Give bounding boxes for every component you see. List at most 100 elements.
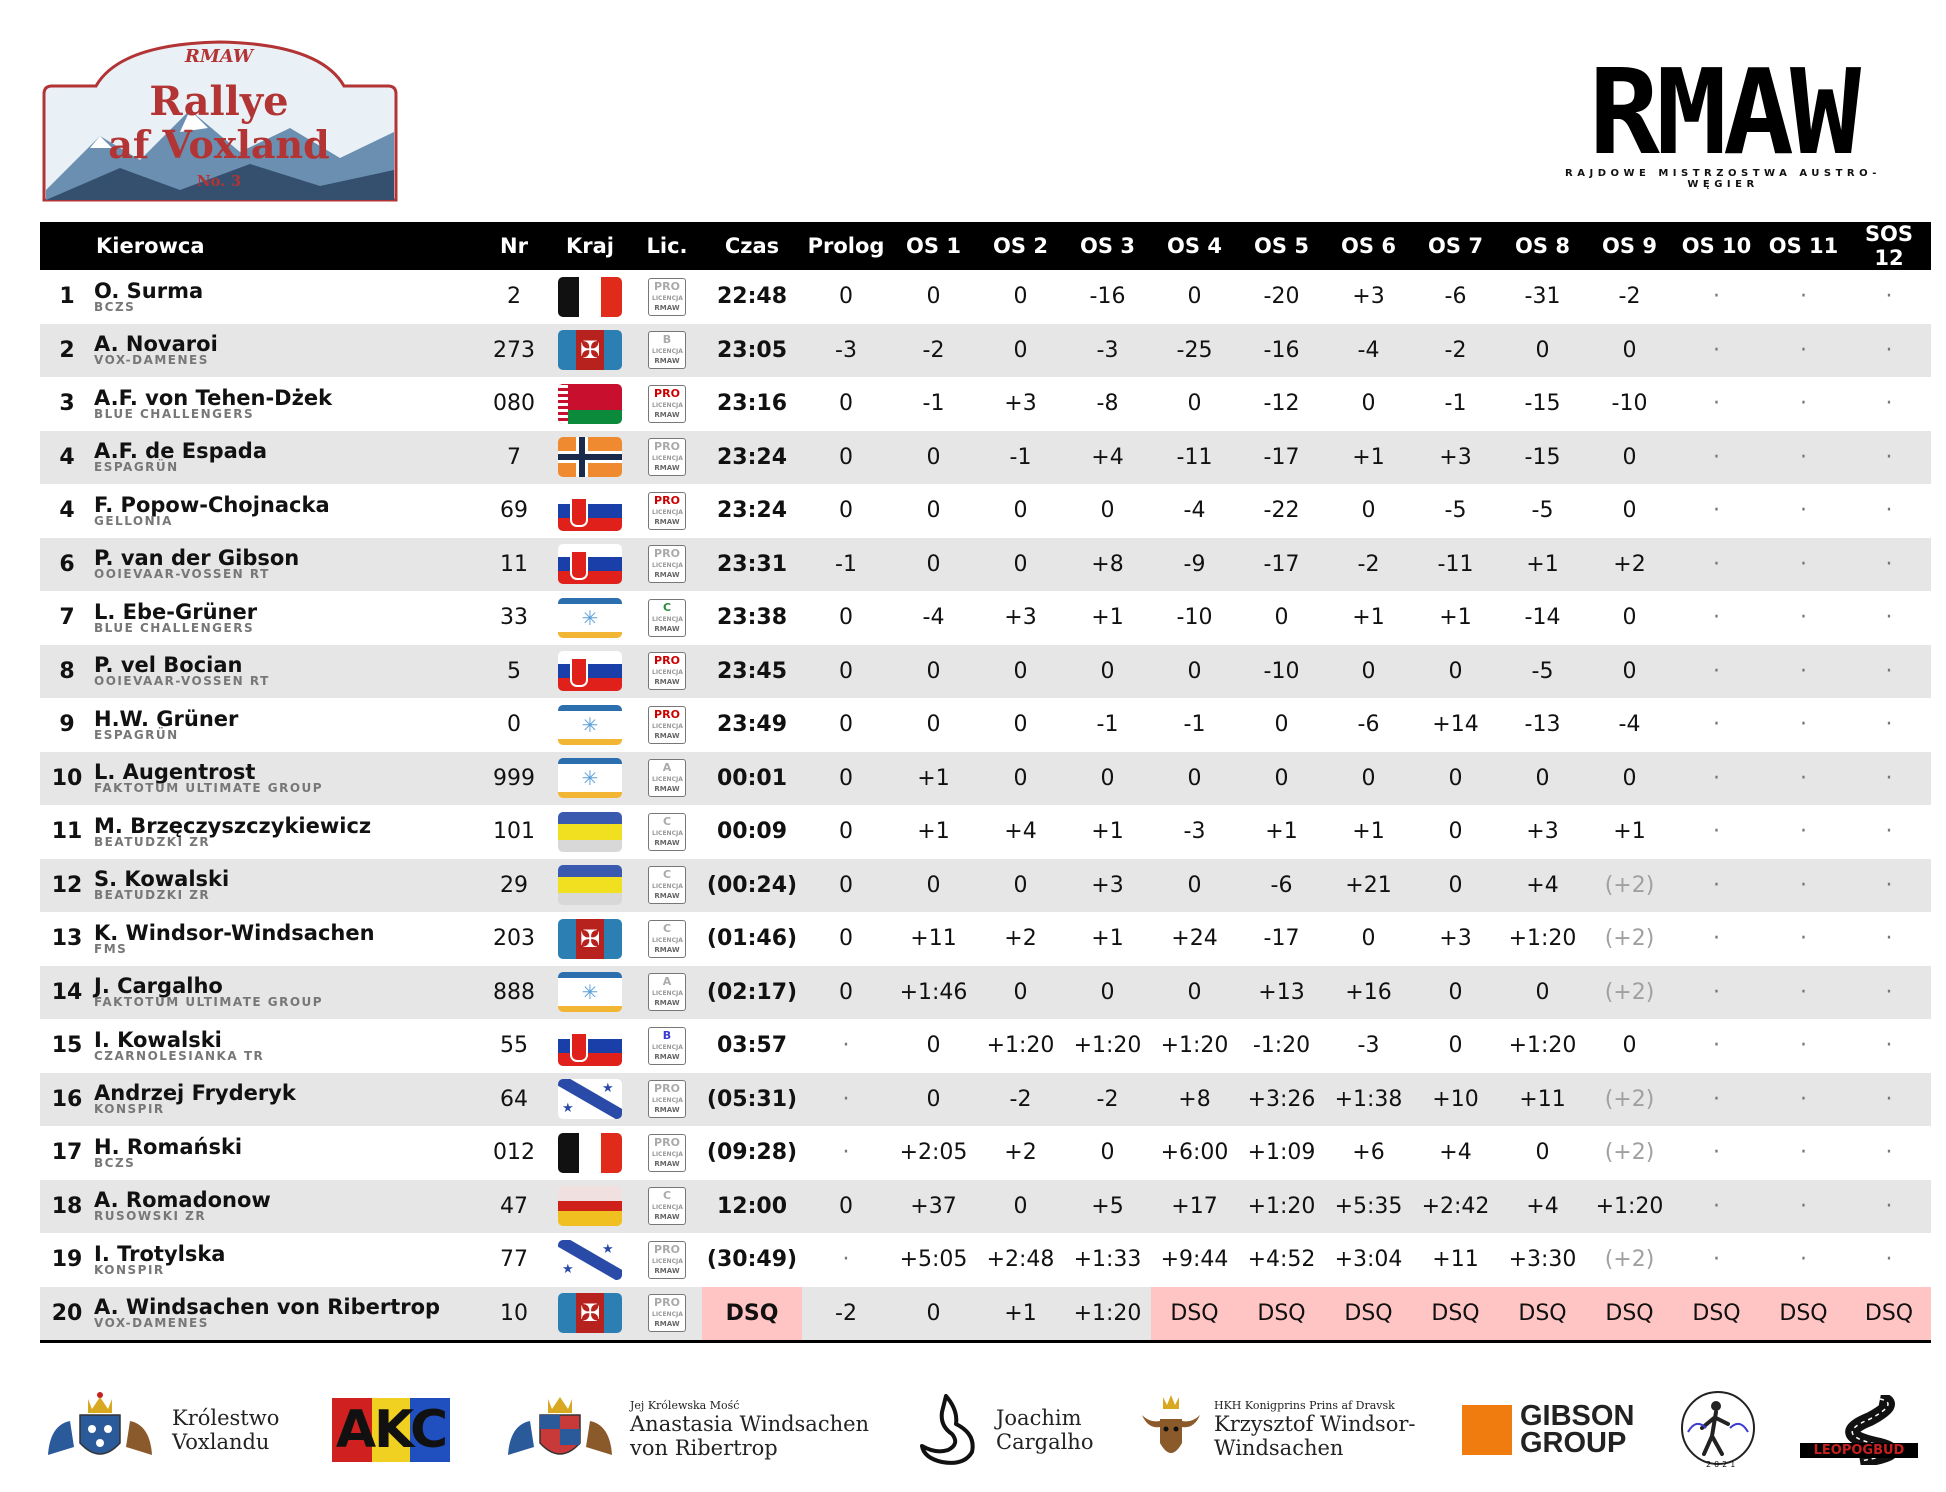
header-cell: Prolog [802,222,890,270]
stage-cell: +13 [1238,965,1325,1019]
license-cell: PRO LICENCJA RMAW [632,1286,702,1343]
driver-team: BEATUDZKI ZR [94,888,211,903]
stage-cell: +11 [1499,1072,1586,1126]
driver-name: K. Windsor-Windsachen [94,920,375,945]
sponsors-bar: Królestwo Voxlandu AKC Jej Królewska Moś… [40,1380,1920,1480]
number-cell: 11 [480,537,548,591]
stage-cell: -10 [1611,391,1648,417]
stage-cell: -25 [1151,323,1238,377]
stage-cell: · [1713,712,1720,738]
stage-cell: 0 [1448,819,1463,845]
driver-team: BEATUDZKI ZR [94,834,211,849]
time-cell: 00:09 [716,819,788,845]
header-cell: Nr [480,222,548,270]
stage-cell: 0 [1325,751,1412,805]
stage-cell: +8 [1151,1072,1238,1126]
time-cell: 23:31 [702,537,802,591]
stage-cell: +4 [1064,430,1151,484]
stage-cell: · [1885,1140,1893,1166]
table-row: 16 Andrzej Fryderyk KONSPIR 64 ★ ★ PRO LICENCJA… [40,1072,1931,1126]
stage-cell: +4:52 [1247,1247,1316,1273]
stage-cell: · [1885,819,1893,845]
sponsor-anastasia: Jej Królewska Mość Anastasia Windsachen … [500,1380,920,1480]
driver-team: CZARNOLESIANKA TR [94,1048,265,1063]
stage-cell: +3 [1526,819,1559,845]
stage-cell: · [1760,858,1847,912]
stage-cell: 0 [1238,751,1325,805]
driver-team: GELLONIA [94,513,173,528]
position-cell: 13 [51,926,83,952]
driver-team: ESPAGRÜN [94,460,179,475]
driver-team: KONSPIR [94,1102,165,1117]
country-flag-icon [558,490,622,531]
stage-cell: +10 [1412,1072,1499,1126]
stage-cell: 0 [1151,858,1238,912]
stage-cell: 0 [1622,1033,1637,1059]
stage-cell: 0 [1586,751,1673,805]
stage-cell: · [1713,391,1720,417]
stage-cell: +3:04 [1334,1247,1403,1273]
country-cell [548,484,632,538]
stage-cell: +3 [1352,284,1385,310]
license-badge-icon: PRO LICENCJA RMAW [648,652,686,691]
stage-cell: · [1800,1140,1807,1166]
sponsor-akc: AKC [332,1380,450,1480]
stage-cell: 0 [977,537,1064,591]
stage-cell: DSQ [1499,1286,1586,1343]
time-cell: 23:16 [716,391,788,417]
stage-cell: +1 [1499,537,1586,591]
fox-logo-icon [920,1394,975,1465]
stage-cell: +4 [1499,1179,1586,1233]
position-cell: 7 [59,605,75,631]
header-cell: OS 3 [1064,222,1151,270]
stage-cell: · [1885,926,1893,952]
stage-cell: 0 [839,391,853,417]
license-cell: PRO LICENCJA RMAW [632,270,702,324]
stage-cell: 0 [1100,498,1115,524]
driver-name: I. Kowalski [94,1027,222,1052]
stage-cell: 0 [1013,284,1028,310]
rmaw-logo-subtitle: RAJDOWE MISTRZOSTWA AUSTRO-WĘGIER [1565,168,1881,190]
rally-logo-line1: Rallye [149,78,289,125]
stage-cell: · [1885,1247,1893,1273]
number-cell: 888 [480,965,548,1019]
driver-cell: A. Romadonow RUSOWSKI ZR [94,1179,480,1233]
number-cell: 10 [480,1286,548,1343]
license-badge-icon: PRO LICENCJA RMAW [648,545,686,584]
header-cell [40,222,94,270]
stage-cell: · [1800,284,1807,310]
driver-name: L. Augentrost [94,760,256,785]
country-cell: ✳ [548,751,632,805]
stage-cell: 0 [1499,751,1586,805]
stage-cell: -1 [802,537,890,591]
position-cell: 14 [40,965,94,1019]
stage-cell: · [1760,965,1847,1019]
stage-cell: +4 [1499,858,1586,912]
stage-cell: +3 [1004,605,1037,631]
time-cell: (09:28) [706,1140,798,1166]
stage-cell: 0 [890,1072,977,1126]
country-flag-icon [558,276,622,317]
stage-cell: · [1760,537,1847,591]
license-badge-icon: PRO LICENCJA RMAW [648,491,686,530]
driver-team: VOX-DAMENES [94,1316,209,1331]
stage-cell: +1:20 [1586,1179,1673,1233]
stage-cell: 0 [926,284,941,310]
country-flag-icon: ★ ★ [558,1079,622,1120]
stage-cell: 0 [1100,1140,1115,1166]
stage-cell: -1 [922,391,945,417]
stage-cell: · [1847,1179,1931,1233]
stage-cell: 0 [1064,965,1151,1019]
stage-cell: +5:35 [1325,1179,1412,1233]
stage-cell: +1 [1265,819,1298,845]
driver-team: BCZS [94,1155,136,1170]
table-row: 9 H.W. Grüner ESPAGRÜN 0 ✳ PRO LICENCJA RMAW 23:… [40,698,1931,752]
table-row: 4 F. Popow-Chojnacka GELLONIA 69 PRO LICENCJA… [40,484,1931,538]
license-cell: PRO LICENCJA RMAW [632,377,702,431]
license-badge-icon: PRO LICENCJA RMAW [648,1294,686,1333]
stage-cell: -2 [1618,284,1641,310]
license-badge-icon: C LICENCJA RMAW [648,919,686,958]
number-cell: 7 [480,430,548,484]
license-badge-icon: C LICENCJA RMAW [648,1187,686,1226]
driver-name: Andrzej Fryderyk [94,1081,296,1106]
